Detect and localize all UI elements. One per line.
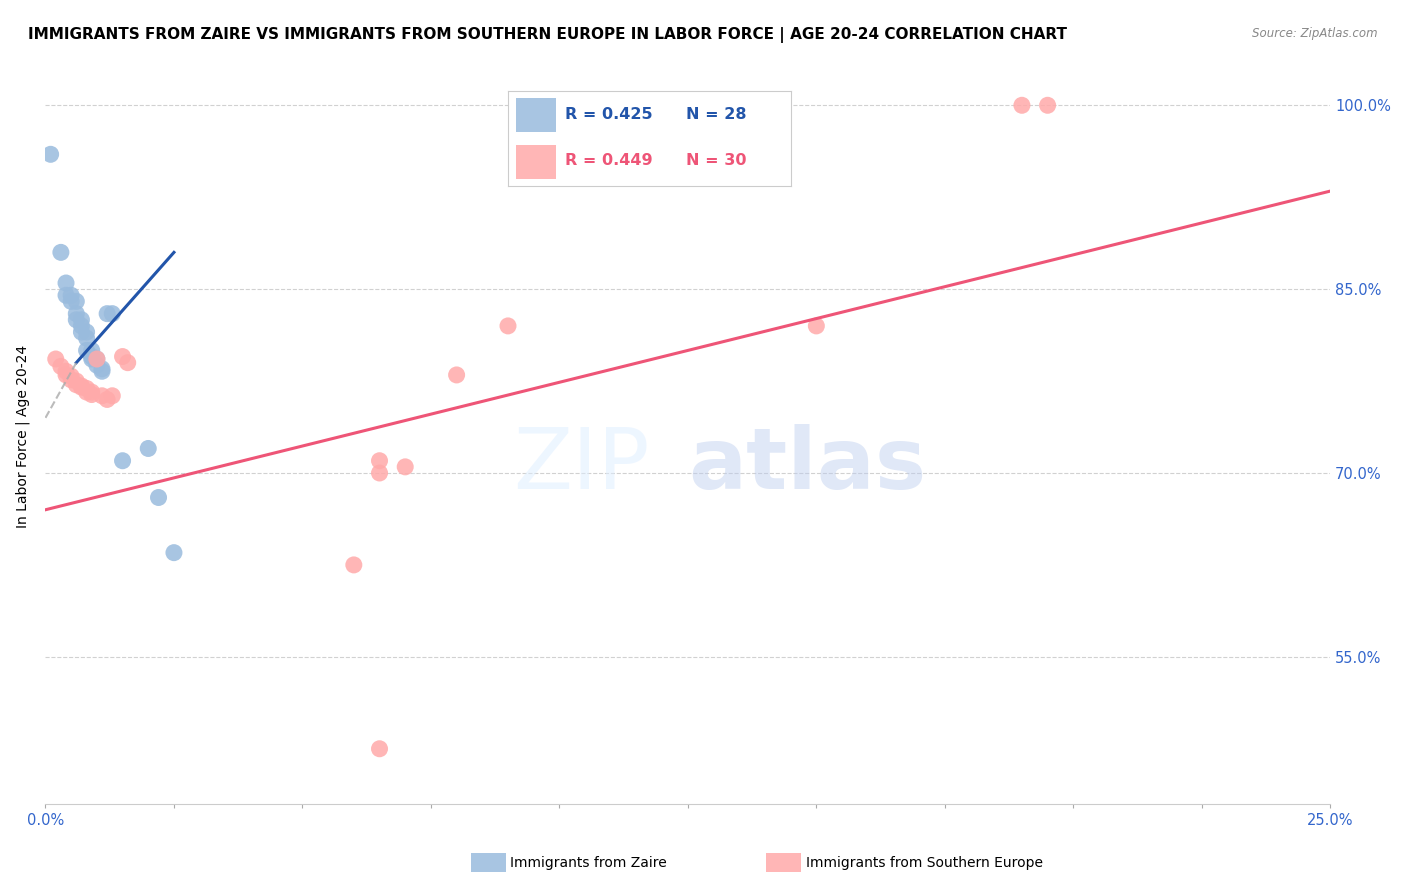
Point [343,558,366,572]
Point [368,454,391,468]
Point [65,312,87,326]
Point [91,361,114,376]
Point [101,307,124,321]
Point [86,351,108,366]
Point [136,442,159,456]
Point [70,312,93,326]
Point [86,351,108,366]
Point [806,318,828,333]
Point [368,466,391,480]
Point [39,147,62,161]
Point [1036,98,1059,112]
Point [55,276,77,290]
Point [49,245,72,260]
Point [65,374,87,388]
Point [76,385,98,400]
Point [70,318,93,333]
Point [80,351,103,366]
Point [60,373,83,387]
Point [80,387,103,401]
Point [55,368,77,382]
Point [70,380,93,394]
Point [1011,98,1033,112]
Point [446,368,468,382]
Point [60,369,83,384]
Point [60,294,83,309]
Point [80,343,103,358]
Point [60,288,83,302]
Point [45,351,67,366]
Point [111,350,134,364]
Point [65,307,87,321]
Point [101,389,124,403]
Point [91,389,114,403]
Point [496,318,519,333]
Point [91,364,114,378]
Point [117,356,139,370]
Text: ZIP: ZIP [513,424,650,508]
Point [76,343,98,358]
Point [148,491,170,505]
Point [96,392,118,407]
Point [394,459,416,474]
Point [65,377,87,392]
Point [55,288,77,302]
Point [368,741,391,756]
Point [96,307,118,321]
Point [111,454,134,468]
Point [70,379,93,393]
Point [76,331,98,345]
Point [49,359,72,374]
Point [55,364,77,378]
Point [76,381,98,395]
Text: Source: ZipAtlas.com: Source: ZipAtlas.com [1253,27,1378,40]
Text: atlas: atlas [688,424,927,508]
Point [76,325,98,339]
Point [86,358,108,372]
Point [80,350,103,364]
Point [70,325,93,339]
Y-axis label: In Labor Force | Age 20-24: In Labor Force | Age 20-24 [15,344,30,528]
Text: IMMIGRANTS FROM ZAIRE VS IMMIGRANTS FROM SOUTHERN EUROPE IN LABOR FORCE | AGE 20: IMMIGRANTS FROM ZAIRE VS IMMIGRANTS FROM… [28,27,1067,43]
Point [163,546,186,560]
Text: Immigrants from Southern Europe: Immigrants from Southern Europe [806,855,1043,870]
Point [65,294,87,309]
Text: Immigrants from Zaire: Immigrants from Zaire [510,855,666,870]
Point [80,385,103,400]
